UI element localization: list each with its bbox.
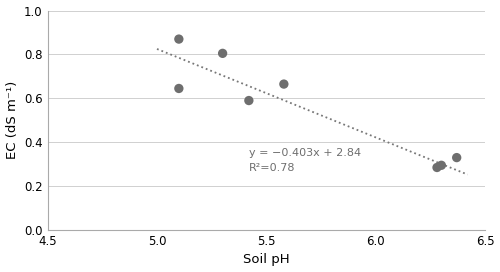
Point: [280, 82, 288, 86]
Point: [175, 37, 183, 41]
Point: [245, 98, 253, 103]
X-axis label: Soil pH: Soil pH: [243, 254, 290, 267]
Point: [175, 86, 183, 91]
Point: [433, 165, 441, 170]
Point: [218, 51, 226, 55]
Y-axis label: EC (dS m⁻¹): EC (dS m⁻¹): [6, 81, 18, 159]
Point: [438, 163, 446, 168]
Text: y = −0.403x + 2.84
R²=0.78: y = −0.403x + 2.84 R²=0.78: [249, 148, 361, 172]
Point: [452, 155, 460, 160]
